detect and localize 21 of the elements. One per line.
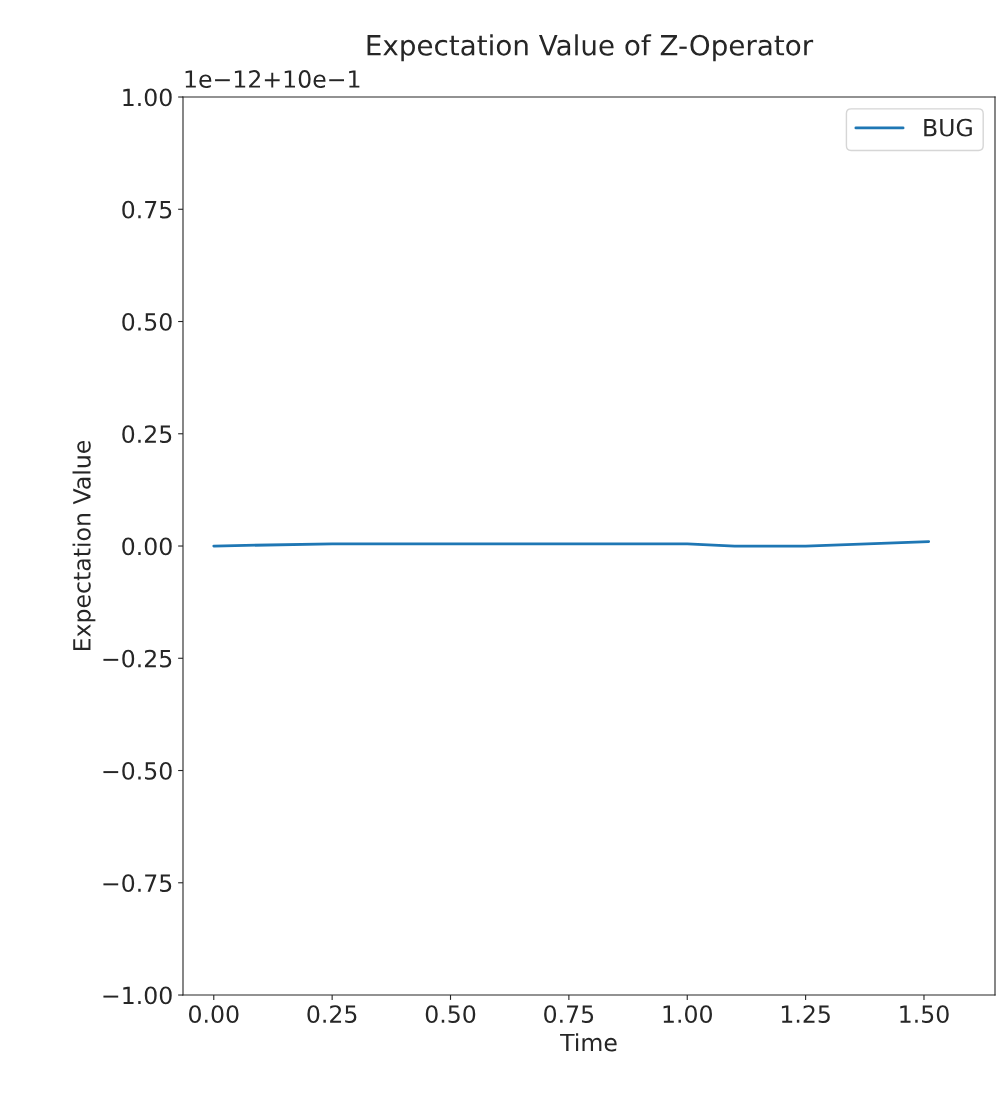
y-tick-label: 1.00: [123, 88, 172, 107]
chart-title: Expectation Value of Z-Operator: [367, 34, 814, 62]
x-tick-label: 1.00: [663, 1005, 712, 1024]
legend-label: BUG: [924, 118, 972, 137]
y-tick-label: −0.50: [103, 761, 172, 780]
text: 1e−12+10e−1: [185, 70, 360, 88]
x-tick-label: 1.25: [781, 1005, 830, 1024]
y-tick-label: −0.25: [103, 649, 172, 668]
y-tick-label: 0.50: [122, 312, 172, 331]
x-tick-label: 1.50: [900, 1005, 949, 1024]
y-tick-label: 0.25: [122, 425, 172, 444]
y-tick-label: −0.75: [103, 874, 172, 893]
x-tick-label: 0.25: [307, 1005, 357, 1024]
y-axis-title: Expectation Value: [72, 440, 96, 651]
x-tick-label: 0.75: [544, 1005, 594, 1024]
x-axis-title: Time: [560, 1033, 617, 1052]
x-tick-label: 0.00: [189, 1005, 239, 1024]
x-tick-label: 0.50: [425, 1005, 476, 1024]
y-tick-label: 0.00: [122, 537, 172, 556]
y-tick-label: 0.75: [122, 200, 172, 219]
y-tick-label: −1.00: [103, 986, 172, 1005]
